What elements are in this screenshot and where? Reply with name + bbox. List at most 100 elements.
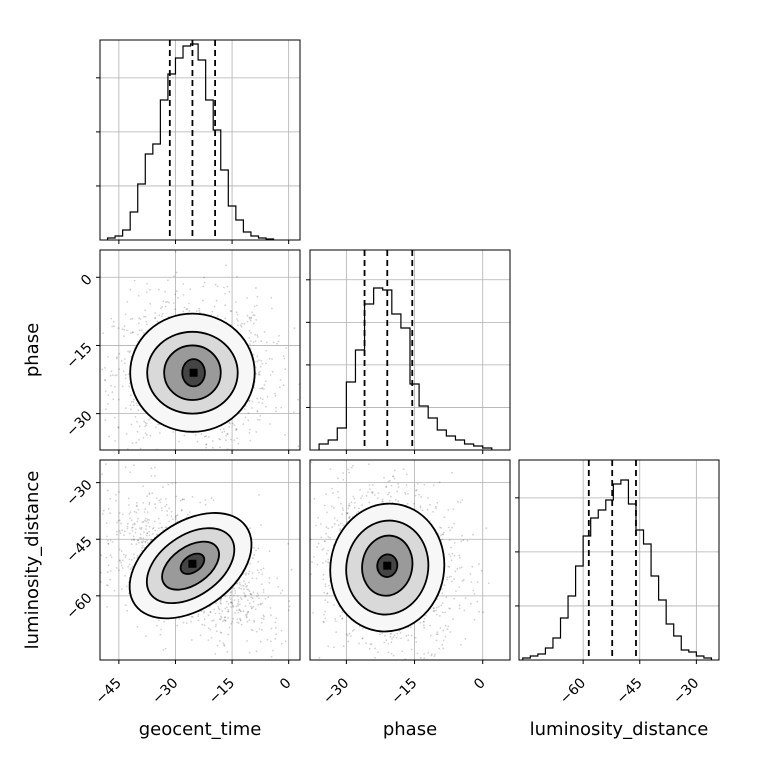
scatter-point xyxy=(444,635,447,638)
scatter-point xyxy=(225,439,227,442)
scatter-point xyxy=(117,519,120,522)
scatter-point xyxy=(148,525,151,528)
scatter-point xyxy=(132,331,134,334)
scatter-point xyxy=(458,604,461,607)
scatter-point xyxy=(123,530,126,532)
scatter-point xyxy=(237,324,239,327)
scatter-point xyxy=(118,352,121,355)
scatter-point xyxy=(229,601,232,604)
scatter-point xyxy=(156,320,159,323)
scatter-point xyxy=(117,398,120,401)
scatter-point xyxy=(274,637,277,640)
scatter-point xyxy=(447,625,450,628)
scatter-point xyxy=(323,540,326,543)
scatter-point xyxy=(419,506,422,509)
scatter-point xyxy=(392,636,395,639)
scatter-point xyxy=(230,606,232,608)
scatter-point xyxy=(136,430,139,433)
x-tick-label: −45 xyxy=(614,675,646,707)
scatter-point xyxy=(195,310,198,313)
scatter-point xyxy=(154,503,156,506)
scatter-point xyxy=(140,329,143,332)
scatter-point xyxy=(137,508,140,511)
scatter-point xyxy=(247,661,249,663)
scatter-point xyxy=(242,584,245,587)
panel-geocent_time-vs-phase: −30 −15 0 xyxy=(63,250,309,468)
scatter-point xyxy=(306,573,308,575)
scatter-point xyxy=(230,591,233,593)
scatter-point xyxy=(145,517,147,520)
scatter-point xyxy=(434,653,436,656)
scatter-point xyxy=(239,619,242,622)
scatter-point xyxy=(131,529,134,532)
scatter-point xyxy=(207,614,210,617)
scatter-point xyxy=(471,565,474,568)
scatter-point xyxy=(332,492,334,494)
scatter-point xyxy=(265,362,267,365)
scatter-point xyxy=(215,630,218,633)
scatter-point xyxy=(327,549,329,552)
scatter-point xyxy=(260,617,263,620)
scatter-point xyxy=(266,638,269,641)
scatter-point xyxy=(322,578,325,581)
scatter-point xyxy=(239,603,241,606)
scatter-point xyxy=(134,531,137,534)
panel-frame xyxy=(309,249,511,451)
scatter-point xyxy=(344,438,346,440)
scatter-point xyxy=(316,546,319,548)
scatter-point xyxy=(233,424,236,427)
scatter-point xyxy=(238,617,241,620)
scatter-point xyxy=(327,558,330,561)
scatter-point xyxy=(121,567,124,569)
scatter-point xyxy=(138,527,141,530)
scatter-point xyxy=(156,533,158,536)
scatter-point xyxy=(158,619,160,622)
scatter-point xyxy=(400,637,402,640)
scatter-point xyxy=(144,432,147,435)
scatter-point xyxy=(448,576,451,578)
scatter-point xyxy=(149,289,151,291)
scatter-point xyxy=(341,507,344,509)
scatter-point xyxy=(149,302,152,305)
scatter-point xyxy=(485,527,488,530)
scatter-point xyxy=(215,454,217,456)
scatter-point xyxy=(327,535,330,538)
scatter-point xyxy=(326,601,329,604)
scatter-point xyxy=(174,454,176,456)
scatter-point xyxy=(159,432,161,434)
scatter-point xyxy=(258,401,260,404)
scatter-point xyxy=(136,625,139,628)
scatter-point xyxy=(230,601,233,603)
scatter-point xyxy=(109,497,111,500)
scatter-point xyxy=(429,624,432,627)
scatter-point xyxy=(255,549,257,552)
scatter-point xyxy=(112,398,115,400)
scatter-point xyxy=(170,515,173,517)
scatter-point xyxy=(317,542,320,545)
scatter-point xyxy=(214,283,217,286)
scatter-point xyxy=(175,518,177,520)
scatter-point xyxy=(219,618,221,620)
scatter-point xyxy=(352,495,355,498)
scatter-point xyxy=(125,407,127,409)
scatter-point xyxy=(126,525,129,528)
scatter-point xyxy=(318,656,321,659)
scatter-point xyxy=(284,433,286,436)
scatter-point xyxy=(128,558,131,561)
scatter-point xyxy=(279,466,281,468)
scatter-point xyxy=(142,545,144,547)
scatter-point xyxy=(417,662,419,664)
scatter-point xyxy=(419,621,422,624)
scatter-point xyxy=(229,594,232,597)
scatter-point xyxy=(193,453,195,455)
scatter-point xyxy=(341,617,344,620)
scatter-point xyxy=(221,610,224,612)
scatter-point xyxy=(387,480,390,483)
scatter-point xyxy=(327,527,330,530)
scatter-point xyxy=(313,556,315,558)
scatter-point xyxy=(463,609,466,612)
scatter-point xyxy=(257,418,259,421)
scatter-point xyxy=(249,593,252,596)
scatter-point xyxy=(307,387,309,389)
scatter-point xyxy=(154,507,157,509)
